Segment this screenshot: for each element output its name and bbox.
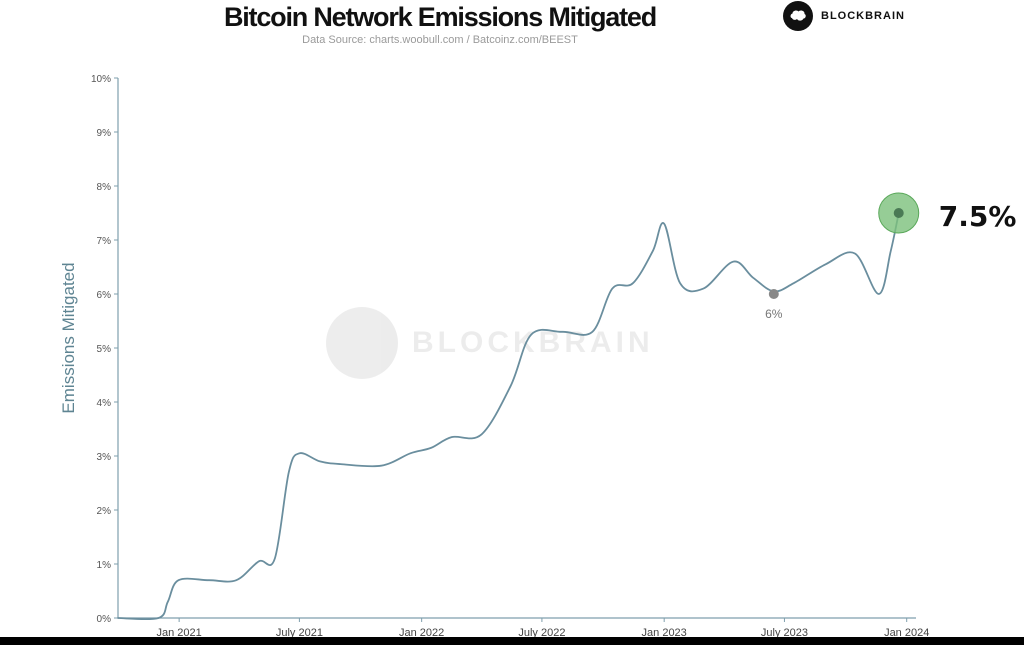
latest-point-label: 7.5% (939, 200, 1017, 233)
x-tick-label: Jan 2024 (884, 627, 929, 639)
watermark-text: BLOCKBRAIN (412, 326, 654, 359)
brand-logo: BLOCKBRAIN (783, 1, 905, 31)
x-tick-label: July 2022 (518, 627, 565, 639)
y-tick-label: 5% (97, 344, 112, 355)
y-tick-label: 6% (97, 290, 112, 301)
y-tick-label: 1% (97, 560, 112, 571)
y-tick-label: 9% (97, 128, 112, 139)
x-tick-label: July 2023 (761, 627, 808, 639)
page-title: Bitcoin Network Emissions Mitigated (223, 2, 657, 32)
watermark: BLOCKBRAIN (326, 307, 654, 379)
data-source-subtitle: Data Source: charts.woobull.com / Batcoi… (302, 34, 578, 46)
y-tick-label: 8% (97, 182, 112, 193)
y-tick-label: 10% (91, 74, 111, 85)
x-tick-label: Jan 2021 (156, 627, 201, 639)
y-axis-label: Emissions Mitigated (59, 262, 78, 413)
low-point-label: 6% (765, 307, 783, 321)
x-tick-label: Jan 2023 (642, 627, 687, 639)
y-tick-label: 7% (97, 236, 112, 247)
watermark-logo-icon (326, 307, 398, 379)
latest-point-marker (893, 208, 904, 218)
series-line-0 (117, 212, 900, 621)
x-tick-label: July 2021 (276, 627, 323, 639)
y-tick-label: 0% (97, 614, 112, 625)
brain-icon (783, 1, 813, 31)
low-point-marker (768, 289, 779, 299)
y-tick-label: 2% (97, 506, 112, 517)
y-tick-label: 4% (97, 398, 112, 409)
brand-name: BLOCKBRAIN (821, 10, 905, 22)
y-tick-label: 3% (97, 452, 112, 463)
x-tick-label: Jan 2022 (399, 627, 444, 639)
bottom-bar (0, 637, 1024, 645)
